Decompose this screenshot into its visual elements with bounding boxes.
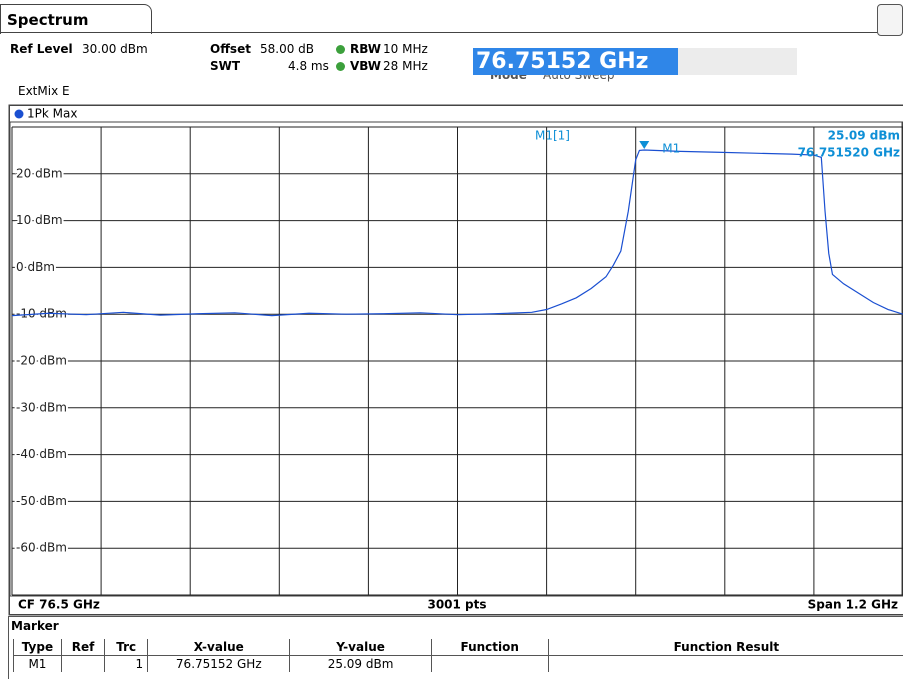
column-header: Type [14, 639, 62, 656]
input-selection[interactable]: 76.75152 GHz [473, 48, 678, 75]
footer-right: Span 1.2 GHz [808, 598, 898, 612]
label: Ref Level [10, 42, 73, 56]
value: 30.00 dBm [82, 42, 148, 56]
value: 28 MHz [383, 59, 428, 73]
cell [548, 656, 903, 673]
marker-x: 76.751520 GHz [798, 146, 900, 160]
column-header: X-value [148, 639, 290, 656]
marker [639, 141, 649, 149]
footer-center: 3001 pts [427, 598, 486, 612]
y-tick-label: -50 dBm [16, 494, 67, 508]
cell: 76.75152 GHz [148, 656, 290, 673]
column-header: Function [431, 639, 548, 656]
divider [0, 32, 903, 33]
marker-readout: M1[1] [535, 129, 570, 143]
cell: 1 [105, 656, 148, 673]
trace-bar [10, 106, 903, 122]
label: Offset [210, 42, 251, 56]
tab[interactable]: Spectrum [0, 4, 152, 34]
input-field[interactable] [678, 48, 797, 75]
panel-title: Marker [11, 619, 59, 633]
cell: 25.09 dBm [290, 656, 431, 673]
y-tick-label: -20 dBm [16, 354, 67, 368]
value: 58.00 dB [260, 42, 314, 56]
value: 10 MHz [383, 42, 428, 56]
y-tick-label: 0 dBm [16, 260, 55, 274]
label: SWT [210, 59, 240, 73]
column-header: Trc [105, 639, 148, 656]
footer-left: CF 76.5 GHz [18, 598, 100, 612]
toolbar-icon[interactable] [877, 4, 903, 36]
cell: M1 [14, 656, 62, 673]
mixer: ExtMix E [18, 84, 70, 98]
column-header: Function Result [548, 639, 903, 656]
column-header: Ref [61, 639, 104, 656]
cell [61, 656, 104, 673]
marker-y: 25.09 dBm [828, 129, 900, 143]
y-tick-label: 20 dBm [16, 166, 63, 180]
legend-entry: 1Pk Max [27, 107, 77, 121]
label: VBW [350, 59, 381, 73]
tab-label: Spectrum [7, 11, 88, 29]
value: 4.8 ms [288, 59, 329, 73]
status-dot [336, 45, 345, 54]
y-tick-label: -30 dBm [16, 400, 67, 414]
cell [431, 656, 548, 673]
chart-frame [10, 106, 903, 615]
trace-dot [15, 110, 24, 119]
y-tick-label: 10 dBm [16, 213, 63, 227]
label: RBW [350, 42, 381, 56]
marker-label: M1 [662, 141, 680, 155]
y-tick-label: -60 dBm [16, 541, 67, 555]
column-header: Y-value [290, 639, 431, 656]
y-tick-label: -40 dBm [16, 447, 67, 461]
status-dot [336, 62, 345, 71]
